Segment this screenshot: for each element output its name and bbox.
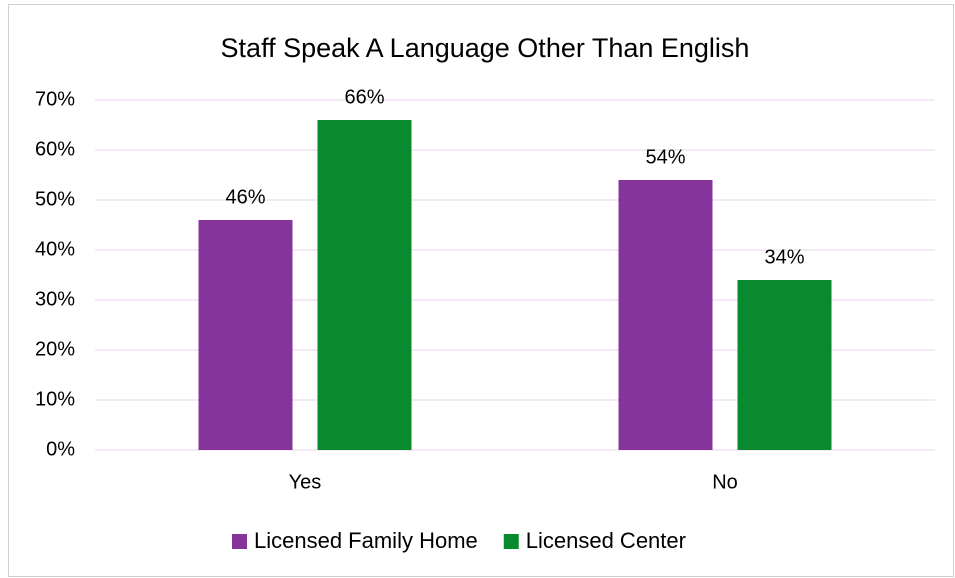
value-label: 54% [645,146,685,168]
y-tick-label: 30% [35,288,75,310]
x-tick-label: Yes [289,471,322,493]
y-tick-label: 40% [35,238,75,260]
y-tick-label: 20% [35,338,75,360]
y-tick-label: 70% [35,88,75,110]
legend-label: Licensed Family Home [254,528,478,553]
y-tick-label: 0% [46,438,75,460]
bar [198,220,293,450]
y-tick-label: 50% [35,188,75,210]
bar [317,120,412,450]
bar [618,180,713,450]
y-tick-label: 60% [35,138,75,160]
legend-swatch [232,534,247,549]
bar [737,280,832,450]
chart-title: Staff Speak A Language Other Than Englis… [221,33,750,63]
value-label: 34% [764,246,804,268]
legend-swatch [503,534,519,549]
legend-label: Licensed Center [526,528,686,553]
y-tick-label: 10% [35,388,75,410]
x-tick-label: No [712,471,738,493]
value-label: 46% [225,186,265,208]
value-label: 66% [344,86,384,108]
